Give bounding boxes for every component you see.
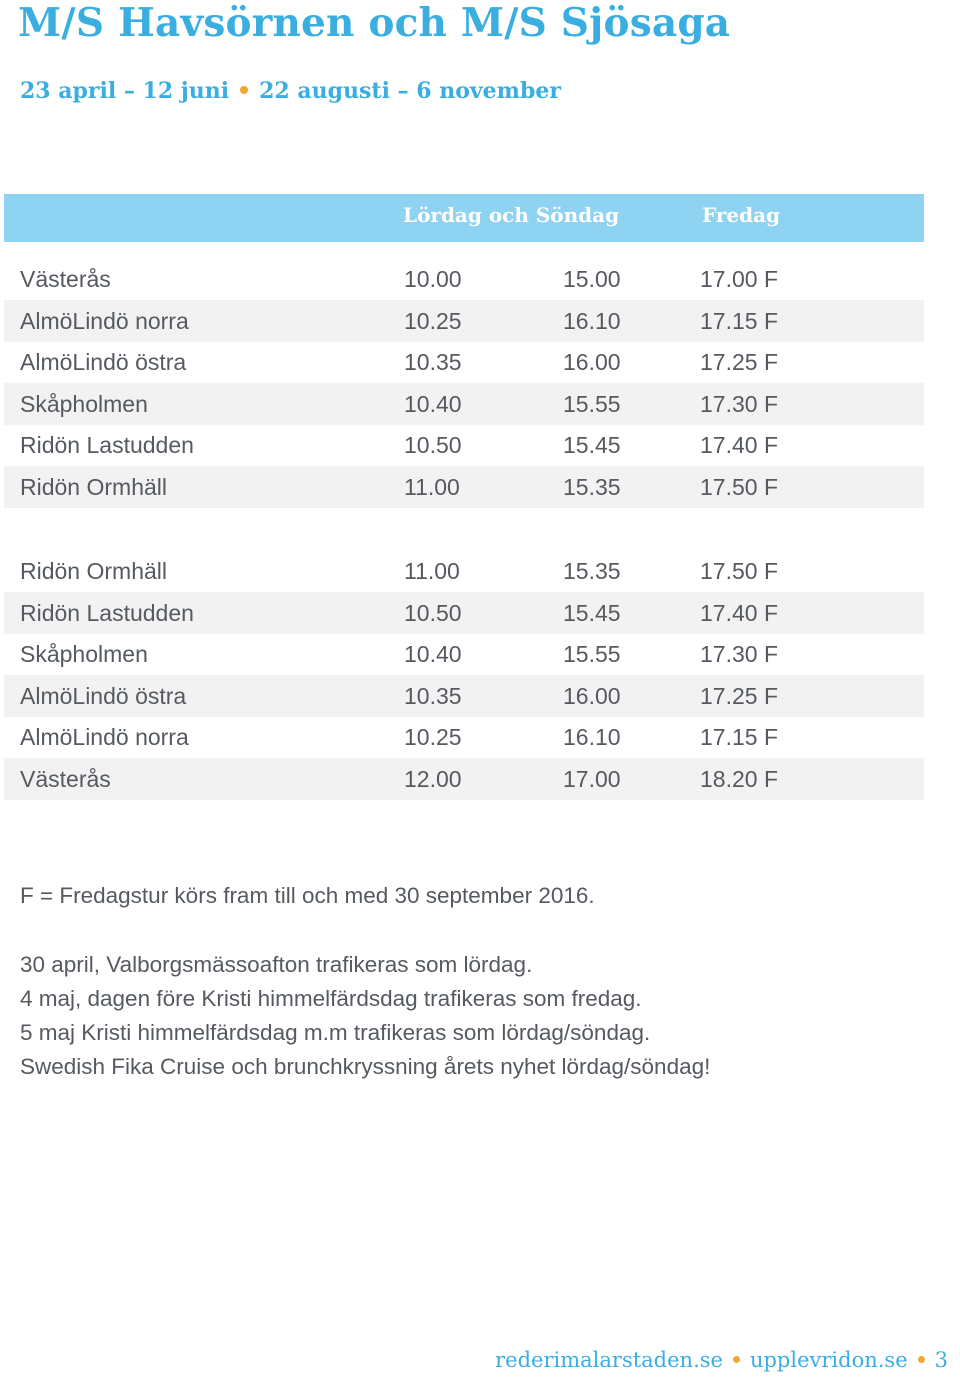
departure-time: 17.00	[563, 766, 621, 792]
departure-time: 10.50	[404, 432, 462, 459]
note-line: 5 maj Kristi himmelfärdsdag m.m trafiker…	[20, 1020, 651, 1045]
departure-time: 16.10	[563, 307, 621, 334]
stop-name: Ridön Ormhäll	[20, 558, 167, 584]
friday-time: 17.40 F	[700, 599, 778, 626]
outbound-row: AlmöLindö östra 10.35 16.00 17.25 F	[4, 341, 924, 383]
stop-name: Västerås	[20, 766, 111, 792]
departure-time: 10.50	[404, 599, 462, 626]
outbound-row: Ridön Ormhäll 11.00 15.35 17.50 F	[4, 466, 924, 508]
departure-time: 16.00	[563, 682, 621, 709]
friday-time: 17.15 F	[700, 307, 778, 334]
bullet-dot	[240, 86, 249, 94]
header-friday: Fredag	[702, 203, 781, 227]
page-title: M/S Havsörnen och M/S Sjösaga	[18, 0, 731, 46]
return-row: Skåpholmen 10.40 15.55 17.30 F	[4, 633, 924, 675]
stop-name: Västerås	[20, 266, 111, 292]
departure-time: 15.55	[563, 390, 621, 417]
stop-name: AlmöLindö östra	[20, 682, 187, 709]
note-line: 4 maj, dagen före Kristi himmelfärdsdag …	[20, 986, 642, 1011]
stop-name: AlmöLindö östra	[20, 349, 187, 376]
departure-time: 10.40	[404, 641, 462, 668]
friday-time: 17.00 F	[700, 266, 778, 292]
stop-name: Skåpholmen	[20, 641, 148, 668]
departure-time: 15.55	[563, 641, 621, 668]
departure-time: 16.00	[563, 349, 621, 376]
departure-time: 10.40	[404, 390, 462, 417]
stop-name: Ridön Ormhäll	[20, 474, 167, 500]
bullet-dot	[917, 1356, 925, 1363]
outbound-row: AlmöLindö norra 10.25 16.10 17.15 F	[4, 299, 924, 342]
period-autumn: 22 augusti – 6 november	[259, 78, 561, 104]
season-periods: 23 april – 12 juni 22 augusti – 6 novembe…	[20, 78, 561, 104]
departure-time: 10.35	[404, 349, 462, 376]
stop-name: Skåpholmen	[20, 390, 148, 417]
friday-time: 17.30 F	[700, 390, 778, 417]
departure-time: 10.25	[404, 724, 462, 751]
footer-link-rederimalarstaden[interactable]: rederimalarstaden.se	[495, 1348, 723, 1372]
departure-time: 16.10	[563, 724, 621, 751]
period-spring: 23 april – 12 juni	[20, 78, 230, 104]
stop-name: AlmöLindö norra	[20, 307, 189, 334]
outbound-row: Skåpholmen 10.40 15.55 17.30 F	[4, 382, 924, 425]
departure-time: 15.45	[563, 432, 621, 459]
friday-time: 17.50 F	[700, 558, 778, 584]
departure-time: 10.35	[404, 682, 462, 709]
bullet-dot	[732, 1356, 740, 1363]
return-row: Västerås 12.00 17.00 18.20 F	[4, 758, 924, 800]
departure-time: 15.00	[563, 266, 621, 292]
friday-time: 17.30 F	[700, 641, 778, 668]
outbound-row: Västerås 10.00 15.00 17.00 F	[4, 258, 924, 300]
friday-footnote: F = Fredagstur körs fram till och med 30…	[20, 883, 595, 908]
departure-time: 15.45	[563, 599, 621, 626]
note-line: Swedish Fika Cruise och brunchkryssning …	[20, 1054, 711, 1079]
header-weekend: Lördag och Söndag	[403, 203, 620, 227]
stop-name: Ridön Lastudden	[20, 432, 194, 459]
departure-time: 15.35	[563, 558, 621, 584]
departure-time: 10.25	[404, 307, 462, 334]
page-number: 3	[934, 1348, 948, 1372]
return-row: Ridön Lastudden 10.50 15.45 17.40 F	[4, 591, 924, 634]
friday-time: 17.15 F	[700, 724, 778, 751]
table-header-band	[4, 194, 924, 242]
return-row: AlmöLindö norra 10.25 16.10 17.15 F	[4, 716, 924, 758]
departure-time: 11.00	[404, 558, 460, 584]
friday-time: 17.40 F	[700, 432, 778, 459]
friday-time: 17.25 F	[700, 349, 778, 376]
departure-time: 11.00	[404, 474, 460, 500]
stop-name: AlmöLindö norra	[20, 724, 189, 751]
return-row: AlmöLindö östra 10.35 16.00 17.25 F	[4, 674, 924, 717]
friday-time: 18.20 F	[700, 766, 778, 792]
departure-time: 15.35	[563, 474, 621, 500]
friday-time: 17.50 F	[700, 474, 778, 500]
page-footer: rederimalarstaden.se upplevridon.se 3	[495, 1348, 948, 1372]
departure-time: 12.00	[404, 766, 462, 792]
outbound-row: Ridön Lastudden 10.50 15.45 17.40 F	[4, 424, 924, 466]
departure-time: 10.00	[404, 266, 462, 292]
friday-time: 17.25 F	[700, 682, 778, 709]
stop-name: Ridön Lastudden	[20, 599, 194, 626]
return-row: Ridön Ormhäll 11.00 15.35 17.50 F	[4, 550, 924, 592]
note-line: 30 april, Valborgsmässoafton trafikeras …	[20, 952, 533, 977]
footer-link-upplevridon[interactable]: upplevridon.se	[749, 1348, 908, 1372]
